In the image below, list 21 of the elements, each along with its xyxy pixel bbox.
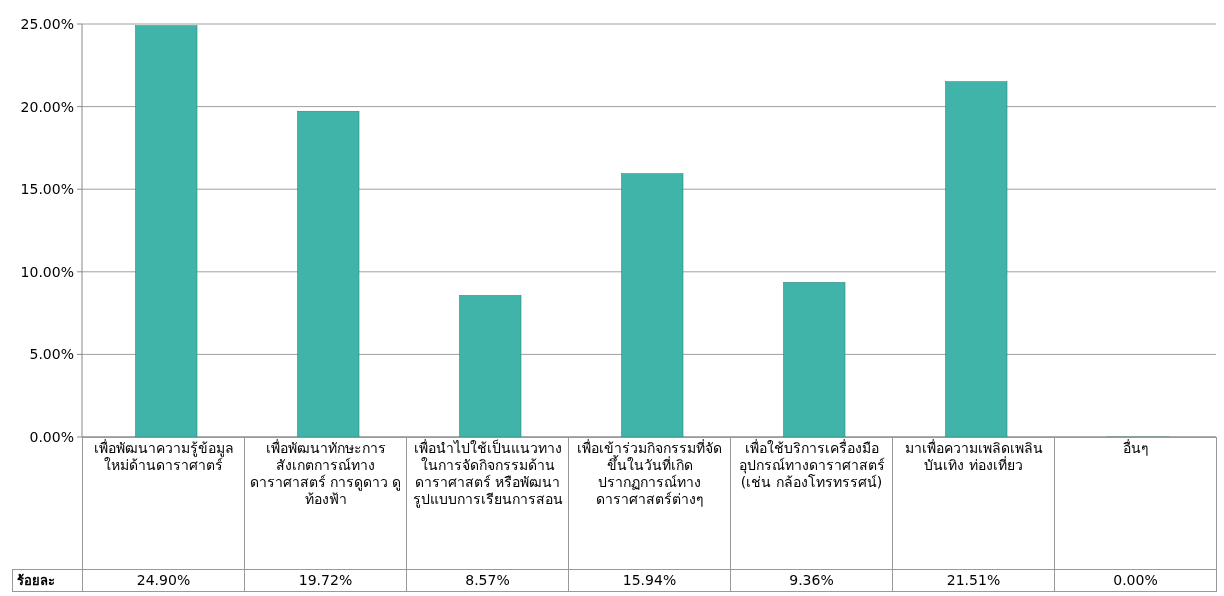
y-tick-label: 0.00% (29, 429, 74, 445)
x-tick-label: อื่นๆ (1054, 437, 1217, 570)
data-label: 19.72% (244, 569, 407, 592)
data-label: 8.57% (406, 569, 569, 592)
data-label: 9.36% (730, 569, 893, 592)
x-tick-label: เพื่อพัฒนาความรู้ข้อมูลใหม่ด้านดาราศาตร์ (82, 437, 245, 570)
y-tick-label: 5.00% (29, 346, 74, 363)
y-tick-label: 20.00% (20, 98, 74, 115)
x-tick-label: เพื่อพัฒนาทักษะการสังเกตการณ์ทางดาราศาสตร์ การดูดาว ดูท้องฟ้า (244, 437, 407, 570)
x-tick-label: เพื่อใช้บริการเครื่องมือ อุปกรณ์ทางดาราศาสตร์ (เช่น กล้องโทรทรรศน์) (730, 437, 893, 570)
y-tick-label: 25.00% (20, 16, 74, 32)
data-label: 15.94% (568, 569, 731, 592)
x-tick-label: เพื่อเข้าร่วมกิจกรรมที่จัดขึ้นในวันที่เกิดปรากฏการณ์ทางดาราศาสตร์ต่างๆ (568, 437, 731, 570)
data-label: 24.90% (82, 569, 245, 592)
x-tick-label: มาเพื่อความเพลิดเพลิน บันเทิง ท่องเที่ยว (892, 437, 1055, 570)
data-label: 0.00% (1054, 569, 1217, 592)
y-tick-label: 10.00% (20, 263, 74, 280)
y-tick-label: 15.00% (20, 181, 74, 198)
x-tick-label: เพื่อนำไปใช้เป็นแนวทางในการจัดกิจกรรมด้านดาราศาสตร์ หรือพัฒนารูปแบบการเรียนการสอน (406, 437, 569, 570)
data-label: 21.51% (892, 569, 1055, 592)
text: ร้อยละ (12, 569, 83, 592)
